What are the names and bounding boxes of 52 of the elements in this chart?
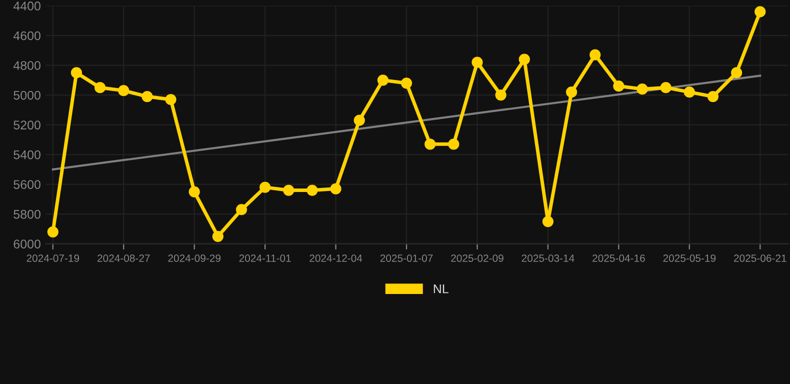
y-tick-label: 5800 xyxy=(14,210,40,219)
point xyxy=(118,85,130,96)
point xyxy=(142,90,153,102)
point xyxy=(636,84,648,95)
point xyxy=(754,6,766,18)
point xyxy=(684,86,695,98)
point xyxy=(613,80,624,92)
x-tick-label: 2024-12-04 xyxy=(310,254,362,262)
x-tick-label: 2024-11-01 xyxy=(239,254,291,262)
x-tick-label: 2024-08-27 xyxy=(98,254,150,262)
point xyxy=(400,78,412,89)
point xyxy=(354,114,365,126)
point xyxy=(70,67,82,78)
x-tick-label: 2024-07-19 xyxy=(26,254,80,262)
y-tick-label: 5200 xyxy=(14,120,40,130)
point xyxy=(212,230,224,242)
point xyxy=(47,226,58,238)
y-tick-label: 4800 xyxy=(13,61,40,70)
point xyxy=(590,49,601,60)
point xyxy=(260,182,271,193)
point xyxy=(330,183,342,194)
y-tick-label: 4600 xyxy=(13,31,40,40)
point xyxy=(94,82,106,94)
point xyxy=(731,67,742,78)
point xyxy=(542,216,554,228)
point xyxy=(165,94,176,106)
x-tick-label: 2025-04-16 xyxy=(592,254,645,262)
point xyxy=(495,89,506,101)
point xyxy=(306,184,318,196)
point xyxy=(424,138,436,150)
point xyxy=(283,184,294,196)
x-tick-label: 2025-06-21 xyxy=(734,254,786,262)
y-tick-label: 5400 xyxy=(14,150,40,160)
x-tick-label: 2025-02-09 xyxy=(451,254,504,262)
point xyxy=(518,54,530,65)
point xyxy=(448,138,460,150)
y-tick-label: 5600 xyxy=(14,180,40,189)
y-tick-label: 5000 xyxy=(14,90,40,100)
point xyxy=(236,204,248,216)
y-tick-label: 6000 xyxy=(14,240,40,248)
x-tick-label: 2025-03-14 xyxy=(522,254,574,262)
x-tick-label: 2025-05-19 xyxy=(663,254,716,262)
point xyxy=(707,90,719,102)
legend-label: NL xyxy=(434,284,448,294)
point xyxy=(188,186,200,198)
x-tick-label: 2025-01-07 xyxy=(380,254,433,262)
point xyxy=(472,56,483,68)
point xyxy=(377,74,388,86)
y-tick-label: 4400 xyxy=(13,2,40,10)
point xyxy=(566,86,578,98)
x-tick-label: 2024-09-29 xyxy=(168,254,220,262)
point xyxy=(660,82,672,94)
